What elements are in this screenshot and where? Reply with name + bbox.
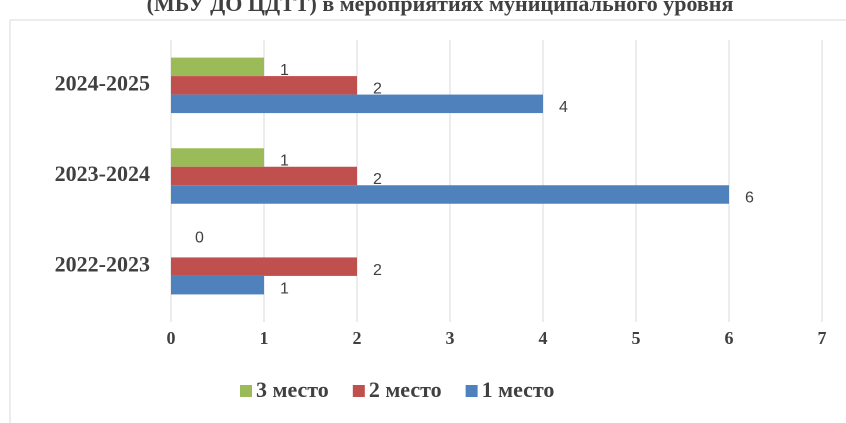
x-tick-label: 4 — [539, 328, 548, 348]
bar — [171, 148, 264, 167]
bar — [171, 94, 543, 114]
x-tick-label: 2 — [353, 328, 362, 348]
y-tick-label: 2023-2024 — [55, 161, 150, 186]
value-label: 2 — [373, 81, 382, 98]
value-label: 6 — [745, 190, 754, 207]
value-label: 1 — [280, 280, 289, 297]
bar — [171, 166, 357, 186]
bar — [171, 76, 357, 95]
value-label: 4 — [559, 99, 568, 116]
value-label: 2 — [373, 171, 382, 188]
x-tick-label: 7 — [818, 328, 827, 348]
chart-title: (МБУ ДО ЦДТТ) в мероприятиях муниципальн… — [147, 0, 734, 16]
value-label: 1 — [280, 62, 289, 79]
x-tick-label: 1 — [260, 328, 269, 348]
legend-label: 2 место — [369, 377, 442, 402]
value-label: 0 — [195, 229, 204, 246]
value-label: 2 — [373, 262, 382, 279]
y-tick-label: 2024-2025 — [55, 70, 150, 95]
y-tick-label: 2022-2023 — [55, 252, 150, 277]
bar — [171, 275, 264, 295]
legend-swatch — [240, 385, 252, 397]
x-tick-label: 5 — [632, 328, 641, 348]
x-tick-label: 6 — [725, 328, 734, 348]
bar — [171, 185, 729, 204]
bar — [171, 57, 264, 77]
bar — [171, 257, 357, 276]
legend-label: 1 место — [482, 377, 555, 402]
x-tick-label: 3 — [446, 328, 455, 348]
value-label: 1 — [280, 153, 289, 170]
legend-label: 3 место — [256, 377, 329, 402]
legend-swatch — [352, 385, 365, 397]
x-tick-label: 0 — [167, 328, 176, 348]
legend-swatch — [465, 385, 478, 397]
